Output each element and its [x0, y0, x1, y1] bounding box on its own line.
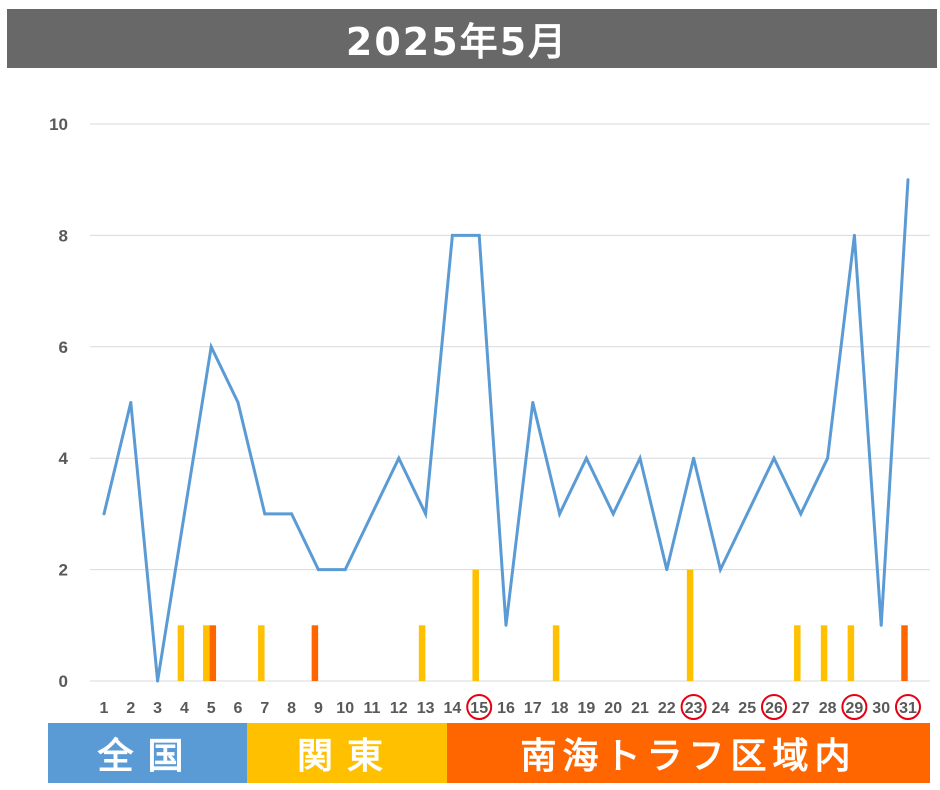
x-tick-label: 15 [470, 700, 488, 717]
y-tick-label: 2 [59, 561, 68, 580]
x-tick-label: 4 [180, 700, 189, 717]
legend-kanto: 関東 [247, 723, 447, 783]
bar [472, 569, 479, 681]
line-point [263, 512, 267, 516]
legend-label-nationwide: 全国 [97, 736, 198, 777]
legend-nankai-trough: 南海トラフ区域内 [447, 723, 930, 783]
bar [552, 625, 560, 681]
bar [418, 625, 426, 681]
line-point [852, 233, 856, 237]
x-tick-label: 23 [685, 700, 703, 717]
line-point [879, 623, 883, 627]
x-tick-label: 13 [417, 700, 435, 717]
highlight-circle [466, 694, 493, 720]
chart-title: 2025年5月 [345, 20, 569, 64]
y-tick-label: 0 [59, 672, 68, 691]
bar [820, 625, 828, 681]
title-bar: 2025年5月 [7, 9, 937, 68]
x-tick-label: 28 [819, 700, 837, 717]
line-point [584, 456, 588, 460]
x-tick-label: 6 [234, 700, 243, 717]
line-point [236, 401, 240, 404]
line-point [156, 679, 160, 683]
x-tick-label: 14 [444, 700, 462, 717]
line-point [370, 512, 374, 516]
line-point [209, 345, 213, 349]
x-tick-label: 9 [314, 700, 323, 717]
legend-label-nankai-trough: 南海トラフ区域内 [520, 736, 857, 777]
line-point [718, 568, 722, 572]
line-point [182, 512, 186, 516]
line-point [665, 568, 669, 572]
bar [847, 625, 855, 681]
bar [203, 625, 210, 681]
line-point [692, 456, 696, 460]
y-tick-label: 10 [49, 115, 68, 134]
x-tick-label: 16 [497, 700, 515, 717]
line-point [129, 401, 133, 404]
x-tick-label: 10 [336, 700, 354, 717]
line-point [906, 178, 910, 182]
x-tick-label: 3 [153, 700, 162, 717]
line-point [611, 512, 615, 516]
line-point [316, 568, 320, 572]
bar [209, 625, 217, 681]
x-tick-label: 29 [846, 700, 864, 717]
line-point [772, 456, 776, 460]
line-point [450, 233, 454, 237]
highlight-circle [680, 694, 707, 720]
x-tick-label: 27 [792, 700, 810, 717]
x-tick-label: 18 [551, 700, 569, 717]
x-tick-label: 20 [604, 700, 622, 717]
legend-nationwide: 全国 [48, 723, 247, 783]
line-point [558, 512, 562, 516]
bar [177, 625, 185, 681]
x-tick-label: 19 [578, 700, 596, 717]
x-tick-label: 25 [738, 700, 756, 717]
y-tick-label: 6 [59, 338, 68, 357]
line-point [424, 512, 428, 516]
x-tick-label: 17 [524, 700, 542, 717]
y-tick-label: 4 [59, 449, 69, 468]
x-tick-label: 8 [287, 700, 296, 717]
highlight-circle [841, 694, 868, 720]
line-point [102, 512, 106, 516]
bar [258, 625, 265, 681]
line-point [343, 568, 347, 572]
bar [901, 625, 908, 681]
line-point [477, 233, 481, 237]
line-point [531, 401, 535, 404]
x-tick-label: 31 [899, 700, 917, 717]
x-tick-label: 24 [712, 700, 730, 717]
x-tick-label: 12 [390, 700, 408, 717]
x-tick-label: 30 [872, 700, 890, 717]
x-tick-label: 7 [260, 700, 269, 717]
line-point [745, 512, 749, 516]
line-point [290, 512, 294, 516]
line-point [826, 456, 830, 460]
x-tick-label: 1 [100, 700, 109, 717]
x-tick-label: 5 [207, 700, 216, 717]
x-tick-label: 11 [364, 700, 381, 717]
bar [311, 625, 319, 681]
line-point [799, 512, 803, 516]
legend-label-kanto: 関東 [296, 736, 397, 777]
line-point [397, 456, 401, 460]
x-tick-label: 26 [765, 700, 783, 717]
x-tick-label: 2 [126, 700, 135, 717]
bar [686, 569, 694, 681]
x-tick-label: 21 [631, 700, 649, 717]
highlight-circle [761, 694, 787, 720]
series-line [102, 179, 910, 682]
x-tick-label: 22 [658, 700, 676, 717]
line-point [504, 623, 508, 627]
y-tick-label: 8 [59, 226, 68, 245]
line-point [638, 456, 642, 460]
highlight-circle [895, 694, 921, 720]
bar [794, 625, 801, 681]
